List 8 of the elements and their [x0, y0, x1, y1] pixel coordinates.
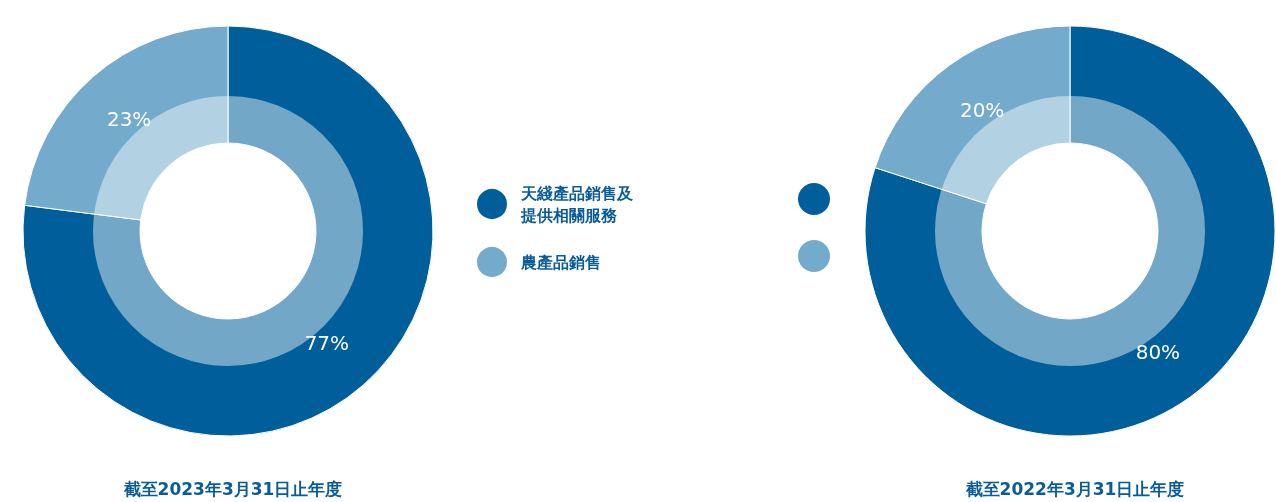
- data-label: 23%: [106, 106, 152, 131]
- data-label: 20%: [959, 98, 1005, 123]
- legend-label: 農產品銷售: [520, 252, 601, 272]
- data-label: 80%: [1135, 339, 1181, 364]
- data-label: 77%: [304, 331, 350, 356]
- text: 截至2023年3月31日止年度: [122, 478, 343, 499]
- legend-label: 天綫產品銷售及提供相關服務: [520, 183, 634, 225]
- text: 截至2022年3月31日止年度: [964, 478, 1185, 499]
